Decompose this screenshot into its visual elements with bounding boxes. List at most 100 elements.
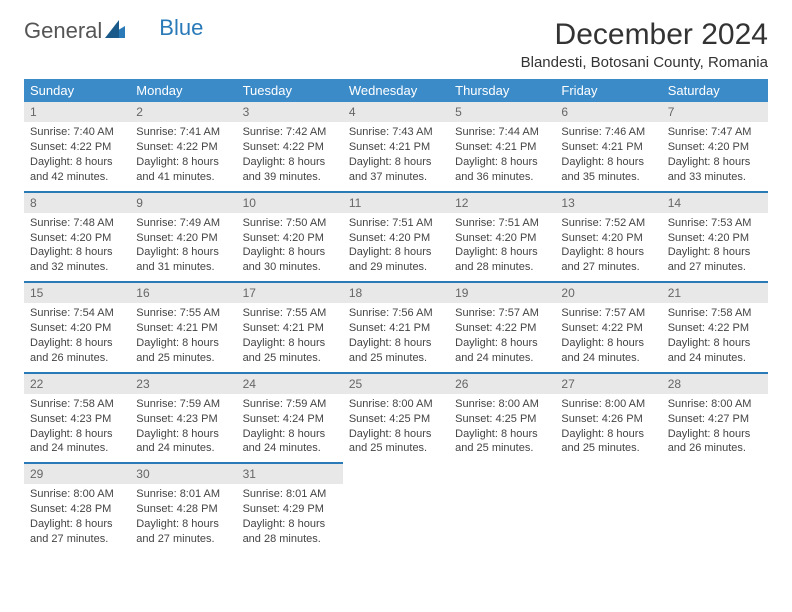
daylight-line: Daylight: 8 hours and 42 minutes.: [30, 155, 124, 185]
sunset-line: Sunset: 4:20 PM: [349, 231, 443, 246]
sunrise-line: Sunrise: 8:00 AM: [455, 397, 549, 412]
weekday-header: Wednesday: [343, 79, 449, 102]
sunset-line: Sunset: 4:28 PM: [136, 502, 230, 517]
daylight-line: Daylight: 8 hours and 27 minutes.: [30, 517, 124, 547]
day-content: Sunrise: 7:51 AMSunset: 4:20 PMDaylight:…: [449, 213, 555, 281]
daylight-line: Daylight: 8 hours and 29 minutes.: [349, 245, 443, 275]
header: General Blue December 2024 Blandesti, Bo…: [24, 18, 768, 71]
day-number: 12: [449, 191, 555, 213]
day-content: Sunrise: 7:46 AMSunset: 4:21 PMDaylight:…: [555, 122, 661, 190]
calendar-day-cell: 3Sunrise: 7:42 AMSunset: 4:22 PMDaylight…: [237, 102, 343, 191]
daylight-line: Daylight: 8 hours and 27 minutes.: [136, 517, 230, 547]
daylight-line: Daylight: 8 hours and 30 minutes.: [243, 245, 337, 275]
location-text: Blandesti, Botosani County, Romania: [521, 54, 768, 71]
sunset-line: Sunset: 4:22 PM: [136, 140, 230, 155]
day-number: 29: [24, 462, 130, 484]
day-content: Sunrise: 7:59 AMSunset: 4:24 PMDaylight:…: [237, 394, 343, 462]
daylight-line: Daylight: 8 hours and 25 minutes.: [243, 336, 337, 366]
calendar-day-cell: 25Sunrise: 8:00 AMSunset: 4:25 PMDayligh…: [343, 372, 449, 463]
sunset-line: Sunset: 4:22 PM: [561, 321, 655, 336]
day-number: 16: [130, 281, 236, 303]
calendar-day-cell: 10Sunrise: 7:50 AMSunset: 4:20 PMDayligh…: [237, 191, 343, 282]
sunset-line: Sunset: 4:21 PM: [349, 321, 443, 336]
calendar-day-cell: 28Sunrise: 8:00 AMSunset: 4:27 PMDayligh…: [662, 372, 768, 463]
sunrise-line: Sunrise: 7:47 AM: [668, 125, 762, 140]
daylight-line: Daylight: 8 hours and 33 minutes.: [668, 155, 762, 185]
calendar-empty-cell: [555, 462, 661, 553]
daylight-line: Daylight: 8 hours and 41 minutes.: [136, 155, 230, 185]
sunrise-line: Sunrise: 8:01 AM: [136, 487, 230, 502]
sunset-line: Sunset: 4:27 PM: [668, 412, 762, 427]
day-content: Sunrise: 7:42 AMSunset: 4:22 PMDaylight:…: [237, 122, 343, 190]
day-number: 10: [237, 191, 343, 213]
sunrise-line: Sunrise: 7:40 AM: [30, 125, 124, 140]
sunset-line: Sunset: 4:29 PM: [243, 502, 337, 517]
sunrise-line: Sunrise: 7:52 AM: [561, 216, 655, 231]
calendar-day-cell: 4Sunrise: 7:43 AMSunset: 4:21 PMDaylight…: [343, 102, 449, 191]
day-content: Sunrise: 7:56 AMSunset: 4:21 PMDaylight:…: [343, 303, 449, 371]
day-number: 3: [237, 102, 343, 122]
calendar-day-cell: 15Sunrise: 7:54 AMSunset: 4:20 PMDayligh…: [24, 281, 130, 372]
day-number: 30: [130, 462, 236, 484]
daylight-line: Daylight: 8 hours and 31 minutes.: [136, 245, 230, 275]
sunrise-line: Sunrise: 7:58 AM: [30, 397, 124, 412]
day-content: Sunrise: 8:00 AMSunset: 4:28 PMDaylight:…: [24, 484, 130, 552]
sunset-line: Sunset: 4:21 PM: [136, 321, 230, 336]
calendar-day-cell: 23Sunrise: 7:59 AMSunset: 4:23 PMDayligh…: [130, 372, 236, 463]
sunset-line: Sunset: 4:23 PM: [30, 412, 124, 427]
day-number: 6: [555, 102, 661, 122]
sunset-line: Sunset: 4:20 PM: [30, 321, 124, 336]
daylight-line: Daylight: 8 hours and 35 minutes.: [561, 155, 655, 185]
calendar-day-cell: 16Sunrise: 7:55 AMSunset: 4:21 PMDayligh…: [130, 281, 236, 372]
sunset-line: Sunset: 4:22 PM: [668, 321, 762, 336]
sunset-line: Sunset: 4:20 PM: [561, 231, 655, 246]
sunset-line: Sunset: 4:25 PM: [455, 412, 549, 427]
day-content: Sunrise: 7:57 AMSunset: 4:22 PMDaylight:…: [449, 303, 555, 371]
sunrise-line: Sunrise: 7:54 AM: [30, 306, 124, 321]
calendar-week-row: 15Sunrise: 7:54 AMSunset: 4:20 PMDayligh…: [24, 281, 768, 372]
daylight-line: Daylight: 8 hours and 24 minutes.: [136, 427, 230, 457]
sunrise-line: Sunrise: 7:55 AM: [136, 306, 230, 321]
daylight-line: Daylight: 8 hours and 25 minutes.: [349, 336, 443, 366]
logo-text-general: General: [24, 18, 102, 44]
day-number: 21: [662, 281, 768, 303]
calendar-day-cell: 21Sunrise: 7:58 AMSunset: 4:22 PMDayligh…: [662, 281, 768, 372]
day-number: 14: [662, 191, 768, 213]
sunrise-line: Sunrise: 7:42 AM: [243, 125, 337, 140]
calendar-day-cell: 20Sunrise: 7:57 AMSunset: 4:22 PMDayligh…: [555, 281, 661, 372]
daylight-line: Daylight: 8 hours and 27 minutes.: [668, 245, 762, 275]
sunrise-line: Sunrise: 8:01 AM: [243, 487, 337, 502]
day-number: 4: [343, 102, 449, 122]
sunrise-line: Sunrise: 8:00 AM: [561, 397, 655, 412]
day-number: 8: [24, 191, 130, 213]
calendar-empty-cell: [662, 462, 768, 553]
title-block: December 2024 Blandesti, Botosani County…: [521, 18, 768, 71]
sunset-line: Sunset: 4:20 PM: [136, 231, 230, 246]
daylight-line: Daylight: 8 hours and 24 minutes.: [243, 427, 337, 457]
daylight-line: Daylight: 8 hours and 37 minutes.: [349, 155, 443, 185]
daylight-line: Daylight: 8 hours and 26 minutes.: [668, 427, 762, 457]
day-number: 5: [449, 102, 555, 122]
day-content: Sunrise: 7:58 AMSunset: 4:23 PMDaylight:…: [24, 394, 130, 462]
day-content: Sunrise: 7:52 AMSunset: 4:20 PMDaylight:…: [555, 213, 661, 281]
sunrise-line: Sunrise: 7:51 AM: [455, 216, 549, 231]
day-content: Sunrise: 7:47 AMSunset: 4:20 PMDaylight:…: [662, 122, 768, 190]
day-number: 19: [449, 281, 555, 303]
daylight-line: Daylight: 8 hours and 25 minutes.: [455, 427, 549, 457]
calendar-day-cell: 30 Sunrise: 8:01 AMSunset: 4:28 PMDayligh…: [130, 462, 236, 553]
day-number: 23: [130, 372, 236, 394]
calendar-week-row: 22Sunrise: 7:58 AMSunset: 4:23 PMDayligh…: [24, 372, 768, 463]
sunrise-line: Sunrise: 7:55 AM: [243, 306, 337, 321]
day-content: Sunrise: 7:58 AMSunset: 4:22 PMDaylight:…: [662, 303, 768, 371]
day-number: 22: [24, 372, 130, 394]
calendar-day-cell: 5Sunrise: 7:44 AMSunset: 4:21 PMDaylight…: [449, 102, 555, 191]
sunset-line: Sunset: 4:24 PM: [243, 412, 337, 427]
sunrise-line: Sunrise: 7:51 AM: [349, 216, 443, 231]
calendar-day-cell: 14Sunrise: 7:53 AMSunset: 4:20 PMDayligh…: [662, 191, 768, 282]
daylight-line: Daylight: 8 hours and 36 minutes.: [455, 155, 549, 185]
day-number: 13: [555, 191, 661, 213]
logo-text-blue: Blue: [159, 15, 203, 41]
sunrise-line: Sunrise: 7:59 AM: [243, 397, 337, 412]
sunrise-line: Sunrise: 7:56 AM: [349, 306, 443, 321]
day-content: Sunrise: 7:51 AMSunset: 4:20 PMDaylight:…: [343, 213, 449, 281]
